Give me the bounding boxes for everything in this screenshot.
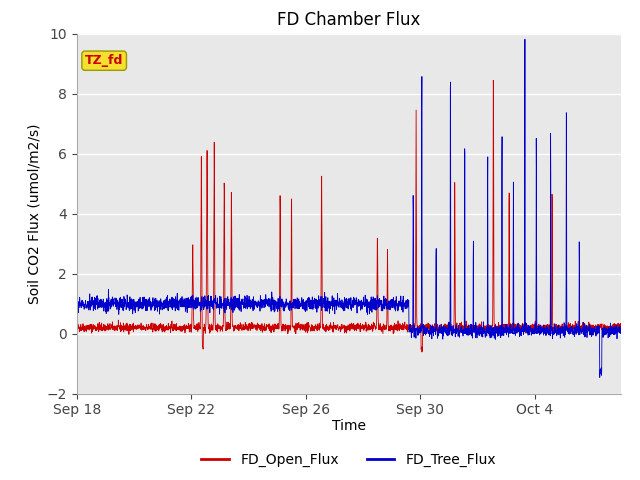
X-axis label: Time: Time (332, 419, 366, 432)
Y-axis label: Soil CO2 Flux (umol/m2/s): Soil CO2 Flux (umol/m2/s) (27, 123, 41, 304)
FD_Tree_Flux (617, 325, 625, 331)
FD_Open_Flux (351, 327, 358, 333)
FD_Open_Flux (418, 349, 426, 355)
FD_Tree_Flux (123, 301, 131, 307)
Line: FD_Tree_Flux: FD_Tree_Flux (77, 39, 621, 377)
FD_Open_Flux (73, 324, 81, 329)
FD_Tree_Flux (521, 36, 529, 42)
Text: TZ_fd: TZ_fd (85, 54, 124, 67)
FD_Open_Flux (417, 325, 425, 331)
Title: FD Chamber Flux: FD Chamber Flux (277, 11, 420, 29)
FD_Open_Flux (354, 320, 362, 326)
FD_Tree_Flux (417, 324, 425, 330)
Line: FD_Open_Flux: FD_Open_Flux (77, 80, 621, 352)
FD_Open_Flux (568, 329, 576, 335)
FD_Tree_Flux (351, 297, 358, 302)
FD_Open_Flux (123, 327, 131, 333)
FD_Tree_Flux (568, 328, 575, 334)
Legend: FD_Open_Flux, FD_Tree_Flux: FD_Open_Flux, FD_Tree_Flux (196, 447, 502, 473)
FD_Tree_Flux (596, 374, 604, 380)
FD_Tree_Flux (73, 302, 81, 308)
FD_Tree_Flux (354, 300, 362, 306)
FD_Tree_Flux (484, 154, 492, 160)
FD_Open_Flux (484, 325, 492, 331)
FD_Open_Flux (617, 326, 625, 332)
FD_Open_Flux (490, 77, 497, 83)
